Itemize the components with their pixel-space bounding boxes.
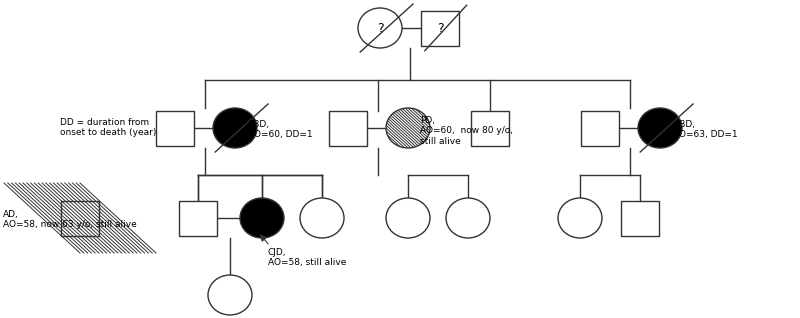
Ellipse shape <box>240 198 284 238</box>
Bar <box>156 110 194 146</box>
Ellipse shape <box>558 198 602 238</box>
Ellipse shape <box>386 198 430 238</box>
Bar <box>421 10 459 45</box>
Bar <box>581 110 619 146</box>
Bar <box>621 201 659 236</box>
Text: ?: ? <box>437 22 443 34</box>
Text: DD = duration from
onset to death (year): DD = duration from onset to death (year) <box>60 118 156 137</box>
Text: PD,
AO=60,  now 80 y/o,
still alive: PD, AO=60, now 80 y/o, still alive <box>420 116 513 146</box>
Text: ?: ? <box>377 22 383 34</box>
Text: CJD,
AO=58, still alive: CJD, AO=58, still alive <box>268 248 346 267</box>
Text: CBD,
AO=63, DD=1: CBD, AO=63, DD=1 <box>673 120 738 139</box>
Ellipse shape <box>213 108 257 148</box>
Bar <box>179 201 217 236</box>
Bar <box>329 110 367 146</box>
Ellipse shape <box>208 275 252 315</box>
Ellipse shape <box>358 8 402 48</box>
Ellipse shape <box>300 198 344 238</box>
Text: AD,
AO=58, now 63 y/o, still alive: AD, AO=58, now 63 y/o, still alive <box>3 210 137 229</box>
Ellipse shape <box>446 198 490 238</box>
Ellipse shape <box>638 108 682 148</box>
Text: CBD,
AO=60, DD=1: CBD, AO=60, DD=1 <box>248 120 313 139</box>
Bar <box>471 110 509 146</box>
Ellipse shape <box>386 108 430 148</box>
Bar <box>61 201 99 236</box>
